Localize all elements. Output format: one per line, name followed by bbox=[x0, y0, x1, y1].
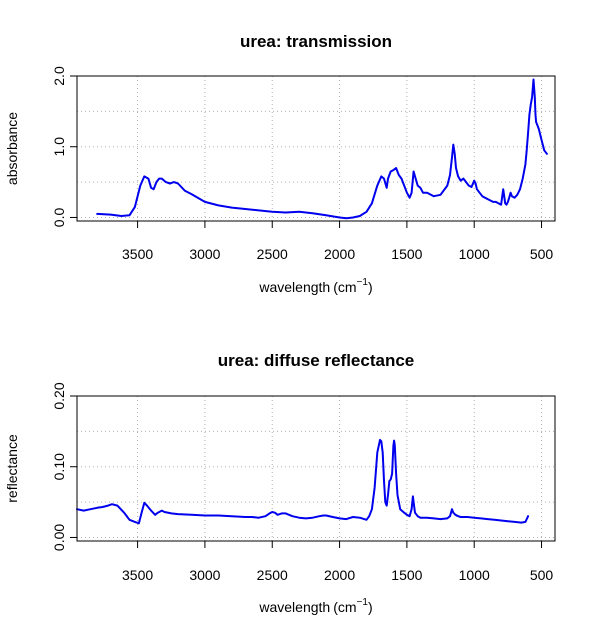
x-tick-label: 3500 bbox=[122, 246, 153, 262]
x-tick-label: 500 bbox=[530, 567, 554, 583]
y-tick-label: 0.10 bbox=[51, 453, 67, 480]
x-tick-label: 2000 bbox=[324, 246, 355, 262]
x-tick-label: 500 bbox=[530, 246, 554, 262]
series-line bbox=[76, 438, 530, 525]
y-axis-label: reflectance bbox=[4, 434, 20, 503]
x-axis-label: wavelength (cm−1) bbox=[258, 597, 372, 615]
reflectance-panel: urea: diffuse reflectance 3500 3000 2500 200… bbox=[4, 351, 556, 615]
series-line bbox=[96, 78, 548, 220]
y-axis-label: absorbance bbox=[4, 112, 20, 185]
y-tick-label: 0.20 bbox=[51, 382, 67, 409]
x-tick-label: 1000 bbox=[459, 567, 490, 583]
x-tick-label: 2500 bbox=[257, 567, 288, 583]
x-tick-label: 1500 bbox=[391, 567, 422, 583]
x-tick-label: 3500 bbox=[122, 567, 153, 583]
x-axis-unit-close: ) bbox=[368, 599, 373, 615]
chart-title: urea: transmission bbox=[240, 32, 392, 51]
x-tick-label: 2500 bbox=[257, 246, 288, 262]
x-axis-unit-exponent: −1 bbox=[357, 597, 369, 608]
y-tick-label: 0.0 bbox=[51, 208, 67, 228]
chart-title: urea: diffuse reflectance bbox=[218, 351, 415, 370]
x-axis-unit: (cm bbox=[333, 279, 356, 295]
x-axis-label-text: wavelength bbox=[258, 279, 330, 295]
y-tick-label: 0.00 bbox=[51, 524, 67, 551]
x-axis-unit: (cm bbox=[333, 599, 356, 615]
y-tick-label: 2.0 bbox=[51, 66, 67, 86]
transmission-panel: urea: transmission 3500 3000 2500 2000 1500 10… bbox=[4, 32, 556, 295]
x-tick-label: 3000 bbox=[189, 246, 220, 262]
x-axis-label-text: wavelength bbox=[258, 599, 330, 615]
x-axis-label: wavelength (cm−1) bbox=[258, 277, 372, 295]
x-axis-unit-exponent: −1 bbox=[357, 277, 369, 288]
y-tick-label: 1.0 bbox=[51, 137, 67, 157]
x-tick-label: 3000 bbox=[189, 567, 220, 583]
plot-frame bbox=[76, 395, 556, 542]
x-tick-label: 1000 bbox=[459, 246, 490, 262]
x-axis-unit-close: ) bbox=[368, 279, 373, 295]
x-tick-label: 2000 bbox=[324, 567, 355, 583]
plot-frame bbox=[76, 75, 556, 222]
x-tick-label: 1500 bbox=[391, 246, 422, 262]
